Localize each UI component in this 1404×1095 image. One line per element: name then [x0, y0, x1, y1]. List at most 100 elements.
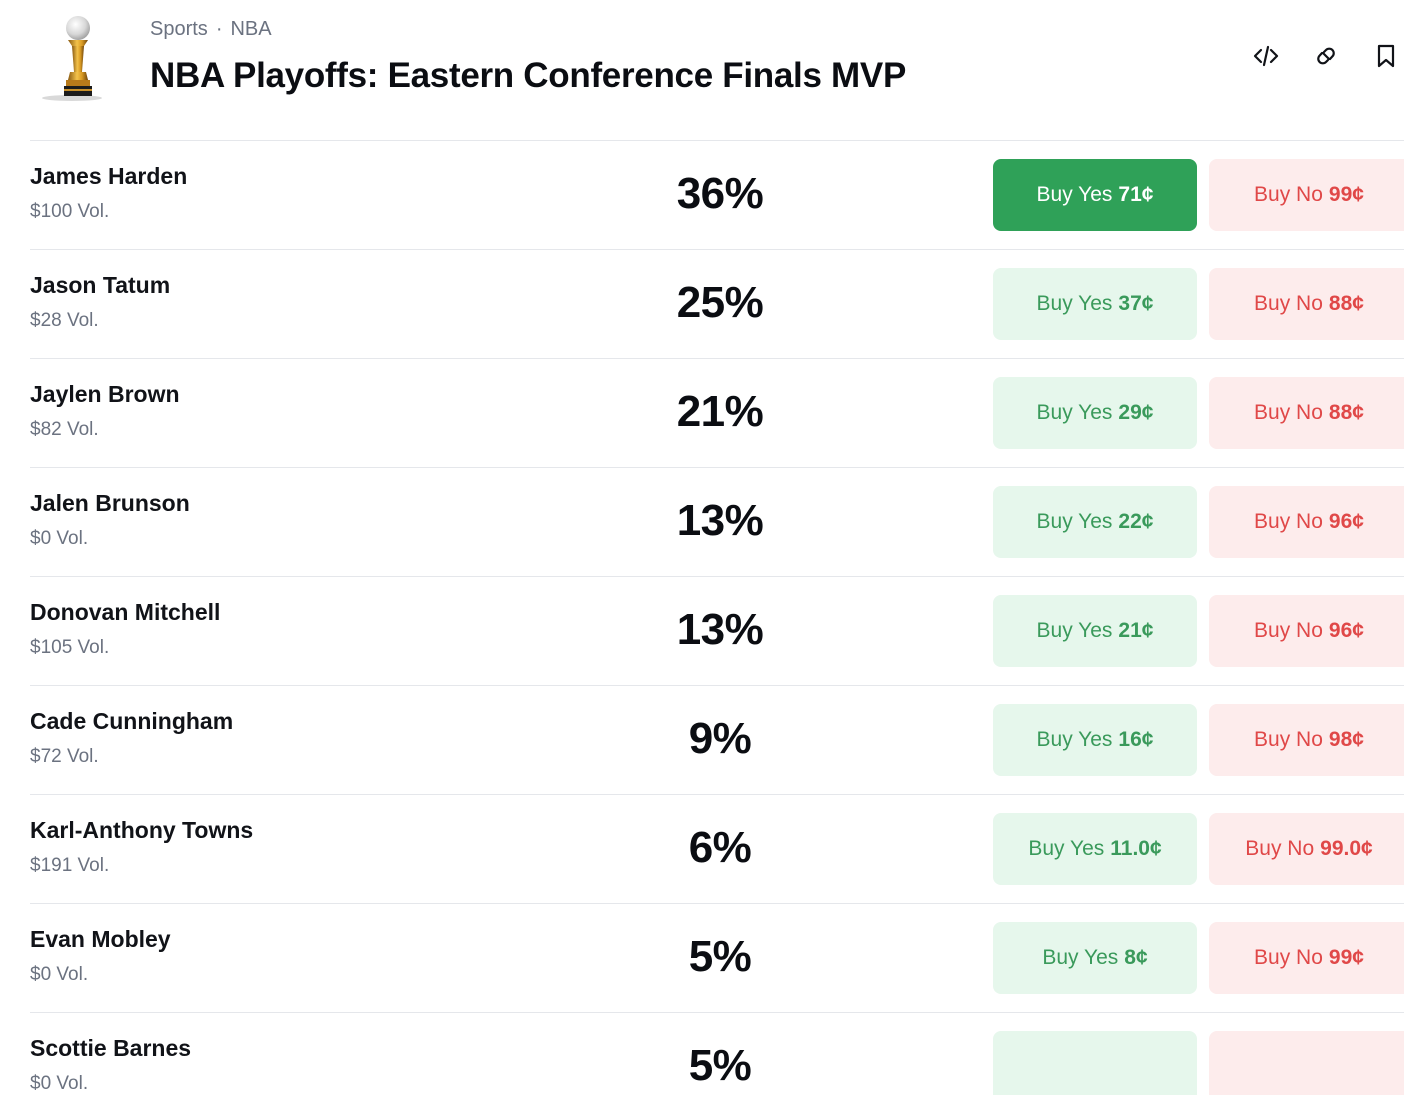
- outcome-row: Jaylen Brown $82 Vol. 21% Buy Yes 29¢ Buy…: [30, 359, 1404, 468]
- outcome-name[interactable]: Cade Cunningham: [30, 708, 234, 734]
- buy-no-button[interactable]: Buy No 99.0¢: [1209, 813, 1404, 885]
- buy-no-button[interactable]: Buy No 99¢: [1209, 159, 1404, 231]
- buy-yes-button[interactable]: Buy Yes 71¢: [993, 159, 1197, 231]
- outcome-row: James Harden $100 Vol. 36% Buy Yes 71¢ Bu…: [30, 141, 1404, 250]
- buy-yes-label: Buy Yes: [1036, 510, 1113, 533]
- buy-no-button[interactable]: Buy No 99¢: [1209, 922, 1404, 994]
- buy-no-price: 98¢: [1328, 728, 1364, 751]
- buy-no-button[interactable]: [1209, 1031, 1404, 1095]
- buy-no-price: 96¢: [1328, 510, 1364, 533]
- buy-yes-button[interactable]: Buy Yes 37¢: [993, 268, 1197, 340]
- buy-yes-price: 22¢: [1118, 510, 1154, 533]
- buy-yes-button[interactable]: Buy Yes 29¢: [993, 377, 1197, 449]
- outcome-volume: $82 Vol.: [30, 419, 99, 440]
- link-icon: [1317, 47, 1335, 65]
- outcome-name[interactable]: Karl-Anthony Towns: [30, 817, 254, 843]
- outcome-probability: 25%: [676, 278, 764, 327]
- buy-yes-button[interactable]: Buy Yes 21¢: [993, 595, 1197, 667]
- outcome-volume: $72 Vol.: [30, 746, 99, 767]
- buy-no-price: 99.0¢: [1320, 837, 1373, 860]
- outcome-volume: $105 Vol.: [30, 637, 110, 658]
- outcome-volume: $0 Vol.: [30, 964, 89, 985]
- buy-yes-button[interactable]: Buy Yes 16¢: [993, 704, 1197, 776]
- buy-no-button[interactable]: Buy No 96¢: [1209, 595, 1404, 667]
- buy-yes-button[interactable]: Buy Yes 8¢: [993, 922, 1197, 994]
- outcome-name[interactable]: Donovan Mitchell: [30, 599, 221, 625]
- market-header: Sports · NBA NBA Playoffs: Eastern Confe…: [0, 0, 1404, 140]
- buy-yes-price: 16¢: [1118, 728, 1154, 751]
- code-icon: [1253, 45, 1279, 67]
- breadcrumb-item-nba[interactable]: NBA: [230, 18, 272, 40]
- buy-yes-price: 21¢: [1118, 619, 1154, 642]
- buy-no-label: Buy No: [1254, 946, 1323, 969]
- breadcrumb: Sports · NBA: [150, 18, 272, 41]
- buy-no-button[interactable]: Buy No 88¢: [1209, 377, 1404, 449]
- copy-link-button[interactable]: [1310, 40, 1342, 72]
- buy-no-button[interactable]: Buy No 96¢: [1209, 486, 1404, 558]
- buy-yes-button[interactable]: Buy Yes 22¢: [993, 486, 1197, 558]
- buy-yes-label: Buy Yes: [1028, 837, 1105, 860]
- outcome-name[interactable]: Scottie Barnes: [30, 1035, 192, 1061]
- outcome-list: James Harden $100 Vol. 36% Buy Yes 71¢ Bu…: [30, 141, 1404, 1095]
- outcome-probability: 6%: [688, 823, 752, 872]
- outcome-probability: 9%: [688, 714, 752, 763]
- outcome-name[interactable]: Jalen Brunson: [30, 490, 190, 516]
- buy-no-label: Buy No: [1245, 837, 1315, 860]
- breadcrumb-separator: ·: [215, 18, 223, 40]
- buy-yes-label: Buy Yes: [1042, 946, 1119, 969]
- outcome-probability: 13%: [676, 496, 764, 545]
- outcome-name[interactable]: James Harden: [30, 163, 188, 189]
- buy-no-label: Buy No: [1254, 728, 1323, 751]
- buy-no-button[interactable]: Buy No 88¢: [1209, 268, 1404, 340]
- buy-no-label: Buy No: [1254, 401, 1323, 424]
- buy-yes-label: Buy Yes: [1036, 728, 1113, 751]
- breadcrumb-item-sports[interactable]: Sports: [150, 18, 208, 40]
- buy-yes-price: 71¢: [1118, 183, 1154, 206]
- outcome-row: Jalen Brunson $0 Vol. 13% Buy Yes 22¢ Buy…: [30, 468, 1404, 577]
- outcome-volume: $191 Vol.: [30, 855, 110, 876]
- buy-yes-price: 29¢: [1118, 401, 1154, 424]
- buy-no-price: 99¢: [1328, 946, 1364, 969]
- page-title: NBA Playoffs: Eastern Conference Finals …: [150, 56, 906, 95]
- outcome-volume: $100 Vol.: [30, 201, 110, 222]
- outcome-probability: 36%: [676, 169, 764, 218]
- buy-no-label: Buy No: [1254, 510, 1323, 533]
- outcome-probability: 5%: [688, 932, 752, 981]
- embed-button[interactable]: [1250, 40, 1282, 72]
- outcome-row: Karl-Anthony Towns $191 Vol. 6% Buy Yes 1…: [30, 795, 1404, 904]
- outcome-volume: $0 Vol.: [30, 1073, 89, 1094]
- header-actions: [1250, 40, 1402, 72]
- buy-no-button[interactable]: Buy No 98¢: [1209, 704, 1404, 776]
- buy-yes-button[interactable]: [993, 1031, 1197, 1095]
- buy-no-label: Buy No: [1254, 292, 1323, 315]
- buy-yes-label: Buy Yes: [1036, 619, 1113, 642]
- bookmark-icon: [1377, 44, 1395, 68]
- buy-yes-button[interactable]: Buy Yes 11.0¢: [993, 813, 1197, 885]
- outcome-probability: 21%: [676, 387, 764, 436]
- outcome-name[interactable]: Evan Mobley: [30, 926, 171, 952]
- bookmark-button[interactable]: [1370, 40, 1402, 72]
- outcome-probability: 13%: [676, 605, 764, 654]
- outcome-volume: $28 Vol.: [30, 310, 99, 331]
- buy-no-price: 96¢: [1328, 619, 1364, 642]
- buy-no-price: 88¢: [1328, 401, 1364, 424]
- outcome-name[interactable]: Jason Tatum: [30, 272, 171, 298]
- buy-yes-label: Buy Yes: [1036, 401, 1113, 424]
- header-divider: [30, 140, 1404, 141]
- outcome-probability: 5%: [688, 1041, 752, 1090]
- buy-no-price: 99¢: [1328, 183, 1364, 206]
- outcome-name[interactable]: Jaylen Brown: [30, 381, 180, 407]
- trophy-icon: [32, 14, 104, 102]
- buy-yes-price: 37¢: [1118, 292, 1154, 315]
- buy-yes-label: Buy Yes: [1036, 183, 1113, 206]
- buy-no-label: Buy No: [1254, 183, 1323, 206]
- buy-yes-label: Buy Yes: [1036, 292, 1113, 315]
- outcome-row: Cade Cunningham $72 Vol. 9% Buy Yes 16¢ B…: [30, 686, 1404, 795]
- outcome-row: Jason Tatum $28 Vol. 25% Buy Yes 37¢ Buy …: [30, 250, 1404, 359]
- outcome-volume: $0 Vol.: [30, 528, 89, 549]
- buy-yes-price: 8¢: [1124, 946, 1148, 969]
- buy-no-label: Buy No: [1254, 619, 1323, 642]
- buy-yes-price: 11.0¢: [1110, 837, 1162, 860]
- buy-no-price: 88¢: [1328, 292, 1364, 315]
